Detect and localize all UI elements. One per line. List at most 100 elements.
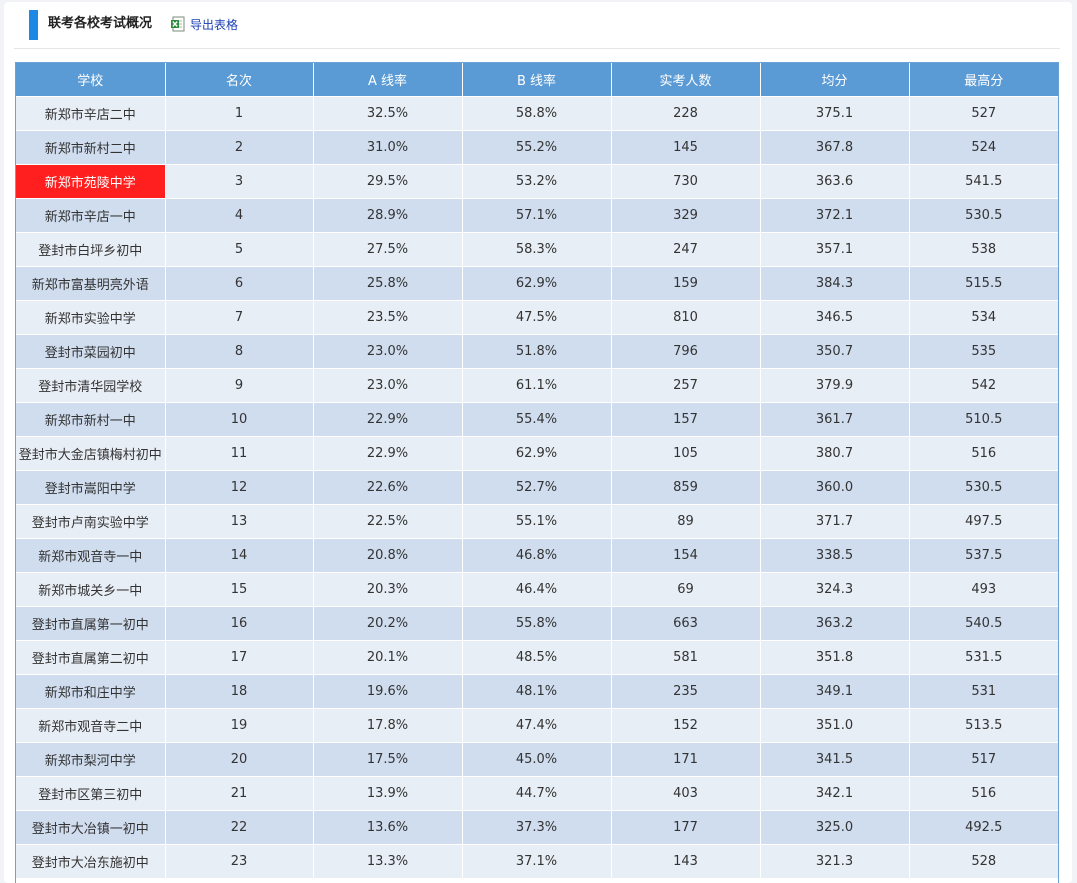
table-row: 新郑市辛店一中 4 28.9% 57.1% 329 372.1 530.5 [16,198,1058,233]
school-name-cell: 登封市大冶东施初中 [16,844,166,879]
average-cell: 350.7 [760,334,910,369]
export-table-button[interactable]: 导出表格 [170,15,238,33]
table-row: 登封市直属第二初中 17 20.1% 48.5% 581 351.8 531.5 [16,640,1058,675]
school-name-cell: 新郑市新村二中 [16,130,166,165]
b-rate-cell: 57.1% [462,198,612,233]
table-row: 新郑市新村一中 10 22.9% 55.4% 157 361.7 510.5 [16,402,1058,437]
table-row: 新郑市富基明亮外语 6 25.8% 62.9% 159 384.3 515.5 [16,266,1058,301]
count-cell: 159 [611,266,761,301]
a-rate-cell: 20.2% [313,606,463,641]
panel-header: 联考各校考试概况 导出表格 [4,2,1072,48]
max-score-cell: 541.5 [909,164,1058,199]
max-score-cell: 542 [909,368,1058,403]
max-score-cell: 530.5 [909,470,1058,505]
rank-cell: 2 [165,130,314,165]
average-cell: 379.9 [760,368,910,403]
average-cell: 342.1 [760,776,910,811]
school-name-cell: 新郑市辛店二中 [16,96,166,131]
rank-cell: 3 [165,164,314,199]
table-row: 登封市大冶东施初中 23 13.3% 37.1% 143 321.3 528 [16,844,1058,879]
table-body: 新郑市辛店二中 1 32.5% 58.8% 228 375.1 527 新郑市新村二中 2 31.… [16,96,1058,879]
school-name-cell: 新郑市观音寺一中 [16,538,166,573]
rank-cell: 15 [165,572,314,607]
b-rate-cell: 45.0% [462,742,612,777]
count-cell: 859 [611,470,761,505]
table-row: 登封市嵩阳中学 12 22.6% 52.7% 859 360.0 530.5 [16,470,1058,505]
export-table-label: 导出表格 [190,17,239,32]
count-cell: 143 [611,844,761,879]
rank-cell: 8 [165,334,314,369]
table-row: 新郑市城关乡一中 15 20.3% 46.4% 69 324.3 493 [16,572,1058,607]
max-score-cell: 492.5 [909,810,1058,845]
table-row: 新郑市新村二中 2 31.0% 55.2% 145 367.8 524 [16,130,1058,165]
b-rate-cell: 47.4% [462,708,612,743]
rank-cell: 12 [165,470,314,505]
school-name-cell: 新郑市城关乡一中 [16,572,166,607]
rank-cell: 6 [165,266,314,301]
a-rate-cell: 28.9% [313,198,463,233]
average-cell: 324.3 [760,572,910,607]
b-rate-cell: 44.7% [462,776,612,811]
table-row: 登封市大冶镇一初中 22 13.6% 37.3% 177 325.0 492.5 [16,810,1058,845]
rank-cell: 23 [165,844,314,879]
a-rate-cell: 27.5% [313,232,463,267]
school-name-cell: 登封市白坪乡初中 [16,232,166,267]
count-cell: 257 [611,368,761,403]
a-rate-cell: 13.9% [313,776,463,811]
max-score-cell: 530.5 [909,198,1058,233]
b-rate-cell: 48.5% [462,640,612,675]
average-cell: 349.1 [760,674,910,709]
count-cell: 235 [611,674,761,709]
max-score-cell: 524 [909,130,1058,165]
b-rate-cell: 55.8% [462,606,612,641]
rank-cell: 14 [165,538,314,573]
max-score-cell: 540.5 [909,606,1058,641]
school-name-cell: 新郑市苑陵中学 [16,164,166,199]
a-rate-cell: 25.8% [313,266,463,301]
a-rate-cell: 22.9% [313,436,463,471]
table-row: 新郑市苑陵中学 3 29.5% 53.2% 730 363.6 541.5 [16,164,1058,199]
b-rate-cell: 55.2% [462,130,612,165]
b-rate-cell: 62.9% [462,436,612,471]
max-score-cell: 538 [909,232,1058,267]
table-row: 新郑市观音寺二中 19 17.8% 47.4% 152 351.0 513.5 [16,708,1058,743]
rank-cell: 7 [165,300,314,335]
max-score-cell: 493 [909,572,1058,607]
a-rate-cell: 17.5% [313,742,463,777]
rank-cell: 9 [165,368,314,403]
rank-cell: 19 [165,708,314,743]
school-name-cell: 登封市大冶镇一初中 [16,810,166,845]
a-rate-cell: 32.5% [313,96,463,131]
rank-cell: 21 [165,776,314,811]
table-row: 登封市清华园学校 9 23.0% 61.1% 257 379.9 542 [16,368,1058,403]
table-row: 登封市大金店镇梅村初中 11 22.9% 62.9% 105 380.7 516 [16,436,1058,471]
school-name-cell: 登封市区第三初中 [16,776,166,811]
b-rate-cell: 53.2% [462,164,612,199]
max-score-cell: 510.5 [909,402,1058,437]
header-accent-bar [29,10,38,40]
average-cell: 380.7 [760,436,910,471]
count-cell: 154 [611,538,761,573]
count-cell: 581 [611,640,761,675]
school-name-cell: 新郑市梨河中学 [16,742,166,777]
average-cell: 367.8 [760,130,910,165]
average-cell: 361.7 [760,402,910,437]
count-cell: 145 [611,130,761,165]
max-score-cell: 534 [909,300,1058,335]
rank-cell: 13 [165,504,314,539]
a-rate-cell: 31.0% [313,130,463,165]
school-ranking-table: 学校 名次 A 线率 B 线率 实考人数 均分 最高分 新郑市辛店二中 1 32.5% 58.8%… [16,63,1058,879]
average-cell: 375.1 [760,96,910,131]
count-cell: 69 [611,572,761,607]
max-score-cell: 537.5 [909,538,1058,573]
table-row: 登封市白坪乡初中 5 27.5% 58.3% 247 357.1 538 [16,232,1058,267]
average-cell: 360.0 [760,470,910,505]
page-title: 联考各校考试概况 [48,16,153,31]
max-score-cell: 535 [909,334,1058,369]
rank-cell: 10 [165,402,314,437]
table-row: 登封市菜园初中 8 23.0% 51.8% 796 350.7 535 [16,334,1058,369]
a-rate-cell: 20.8% [313,538,463,573]
count-cell: 171 [611,742,761,777]
count-cell: 810 [611,300,761,335]
max-score-cell: 497.5 [909,504,1058,539]
